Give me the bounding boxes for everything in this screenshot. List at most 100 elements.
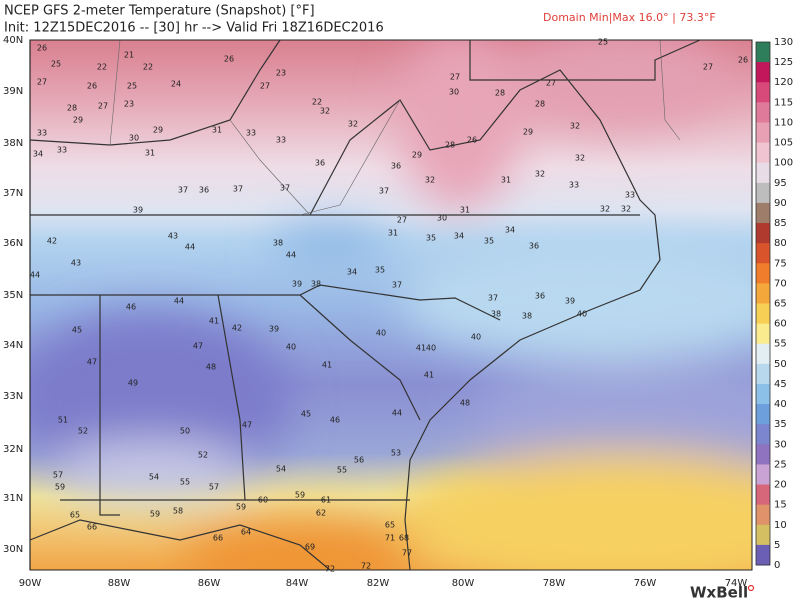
station-value: 59	[55, 483, 65, 492]
colorbar-segment	[756, 283, 770, 304]
station-value: 30	[129, 134, 139, 143]
colorbar-label: 20	[774, 480, 787, 491]
station-value: 36	[391, 162, 401, 171]
station-value: 33	[276, 136, 286, 145]
station-value: 26	[738, 56, 748, 65]
colorbar-label: 75	[774, 258, 787, 269]
map-frame	[29, 39, 753, 571]
colorbar-segment	[756, 464, 770, 486]
station-value: 32	[320, 107, 330, 116]
lon-label: 80W	[452, 578, 475, 589]
station-value: 37	[178, 186, 188, 195]
colorbar-segment	[756, 544, 770, 566]
station-value: 39	[133, 206, 143, 215]
station-value: 21	[124, 51, 134, 60]
station-value: 37	[392, 281, 402, 290]
station-value: 52	[198, 451, 208, 460]
station-value: 37	[233, 185, 243, 194]
colorbar-label: 70	[774, 278, 787, 289]
station-value: 66	[213, 534, 223, 543]
station-value: 26	[37, 44, 47, 53]
station-value: 34	[505, 226, 515, 235]
lat-label: 32N	[3, 444, 23, 455]
station-value: 29	[73, 116, 83, 125]
station-value: 30	[437, 214, 447, 223]
station-value: 60	[258, 496, 268, 505]
colorbar-segment	[756, 484, 770, 506]
station-value: 31	[460, 206, 470, 215]
colorbar-label: 65	[774, 299, 787, 310]
station-value: 65	[385, 521, 395, 530]
lon-label: 86W	[198, 578, 221, 589]
station-value: 36	[199, 186, 209, 195]
station-value: 33	[625, 191, 635, 200]
colorbar-segment	[756, 223, 770, 244]
colorbar-label: 45	[774, 379, 787, 390]
station-value: 28	[445, 141, 455, 150]
colorbar-label: 90	[774, 198, 787, 209]
colorbar-segment	[756, 102, 770, 123]
station-value: 24	[171, 80, 181, 89]
colorbar-segment	[756, 323, 770, 345]
station-value: 48	[460, 399, 470, 408]
lat-label: 31N	[3, 493, 23, 504]
colorbar-label: 40	[774, 399, 787, 410]
station-value: 27	[450, 73, 460, 82]
station-value: 23	[124, 100, 134, 109]
station-value: 44	[174, 297, 184, 306]
station-value: 35	[426, 234, 436, 243]
lon-label: 82W	[367, 578, 390, 589]
station-values: 26 25 22 21 22 24 26 27 25 28 27 23 29 30 29 33 34 33 31 26…	[30, 38, 748, 574]
station-value: 32	[535, 170, 545, 179]
colorbar-label: 85	[774, 218, 787, 229]
station-value: 53	[391, 449, 401, 458]
lat-label: 34N	[3, 340, 23, 351]
colorbar-segment	[756, 122, 770, 144]
colorbar-frame	[755, 41, 771, 566]
colorbar-label: 115	[774, 97, 793, 108]
station-value: 38	[522, 312, 532, 321]
station-value: 57	[209, 483, 219, 492]
colorbar-segment	[756, 303, 770, 325]
lon-label: 76W	[634, 578, 657, 589]
station-value: 36	[315, 159, 325, 168]
station-value: 49	[128, 379, 138, 388]
station-value: 40	[286, 343, 296, 352]
station-value: 45	[72, 326, 82, 335]
lat-label: 39N	[3, 86, 23, 97]
station-value: 39	[565, 297, 575, 306]
colorbar-label: 120	[774, 77, 793, 88]
station-value: 34	[454, 232, 464, 241]
colorbar-label: 125	[774, 57, 793, 68]
colorbar-segment	[756, 82, 770, 103]
station-value: 28	[535, 100, 545, 109]
station-value: 37	[379, 187, 389, 196]
station-value: 41	[416, 344, 426, 353]
lat-label: 38N	[3, 138, 23, 149]
station-value: 66	[87, 523, 97, 532]
lon-label: 90W	[19, 578, 42, 589]
station-value: 57	[53, 471, 63, 480]
station-value: 41	[209, 317, 219, 326]
colorbar-label: 35	[774, 419, 787, 430]
station-value: 25	[598, 38, 608, 47]
lon-label: 88W	[108, 578, 131, 589]
station-value: 61	[321, 496, 331, 505]
station-value: 32	[348, 120, 358, 129]
station-value: 41	[322, 361, 332, 370]
station-value: 32	[425, 176, 435, 185]
station-value: 28	[495, 89, 505, 98]
station-value: 68	[399, 534, 409, 543]
station-value: 25	[127, 82, 137, 91]
colorbar-label: 15	[774, 500, 787, 511]
station-value: 43	[168, 232, 178, 241]
station-value: 55	[180, 478, 190, 487]
station-value: 69	[305, 543, 315, 552]
lat-label: 30N	[3, 544, 23, 555]
station-value: 31	[388, 229, 398, 238]
station-value: 43	[71, 259, 81, 268]
station-value: 22	[97, 63, 107, 72]
colorbar-segment	[756, 424, 770, 445]
station-value: 52	[78, 427, 88, 436]
